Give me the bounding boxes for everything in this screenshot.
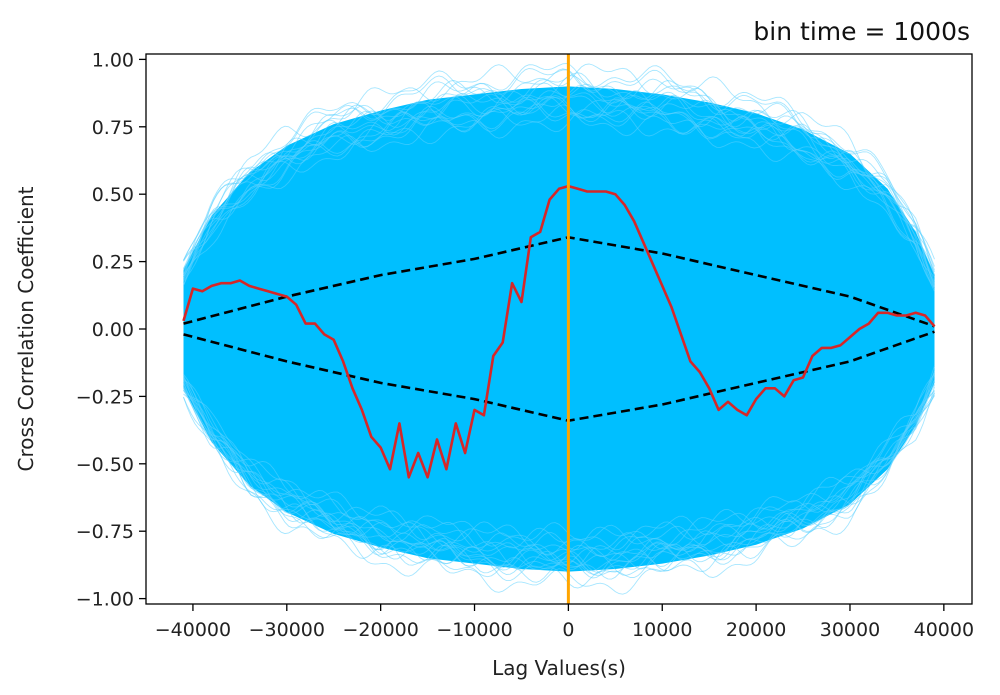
x-axis-label: Lag Values(s) <box>492 656 626 680</box>
observed-ccf-line <box>182 184 936 479</box>
simulation-trace <box>183 372 935 556</box>
y-axis: 1.00 0.75 0.50 0.25 0.00 −0.25 −0.50 −0.75 −1.00 <box>76 49 146 611</box>
y-tick-label: −0.75 <box>76 521 134 543</box>
x-tick-label: −30000 <box>249 619 325 641</box>
simulation-trace <box>183 380 935 561</box>
simulation-trace <box>183 384 935 580</box>
simulation-trace <box>183 370 935 571</box>
y-axis-label: Cross Correlation Coefficient <box>14 186 38 471</box>
y-tick-label: 0.75 <box>92 117 134 139</box>
simulation-trace <box>183 386 935 575</box>
simulation-trace <box>183 97 935 284</box>
x-axis: −40000 −30000 −20000 −10000 0 10000 20000 30000… <box>155 604 974 641</box>
x-tick-label: 30000 <box>820 619 880 641</box>
simulation-trace <box>183 63 935 269</box>
y-tick-label: −1.00 <box>76 589 134 611</box>
simulation-trace <box>183 82 935 282</box>
x-tick-label: 0 <box>562 619 574 641</box>
simulation-trace <box>183 107 935 277</box>
x-tick-label: 20000 <box>726 619 786 641</box>
y-tick-label: 0.50 <box>92 184 134 206</box>
chart-title: bin time = 1000s <box>753 17 970 46</box>
y-tick-label: −0.50 <box>76 454 134 476</box>
simulation-trace <box>183 379 935 551</box>
simulation-trace <box>183 83 935 286</box>
x-tick-label: 10000 <box>632 619 692 641</box>
y-tick-label: 0.25 <box>92 252 134 274</box>
simulation-trace <box>183 97 935 288</box>
simulation-trace <box>183 72 935 278</box>
x-tick-label: 40000 <box>914 619 974 641</box>
simulation-trace <box>183 84 935 280</box>
simulation-trace <box>183 68 935 286</box>
x-tick-label: −20000 <box>342 619 418 641</box>
y-tick-label: 0.00 <box>92 319 134 341</box>
y-tick-label: 1.00 <box>92 49 134 71</box>
simulation-trace <box>183 380 935 572</box>
simulation-trace <box>183 383 935 589</box>
y-tick-label: −0.25 <box>76 386 134 408</box>
x-tick-label: −10000 <box>436 619 512 641</box>
simulation-envelope <box>183 86 935 572</box>
x-tick-label: −40000 <box>155 619 231 641</box>
plot-area <box>182 54 936 604</box>
simulation-trace <box>183 372 935 566</box>
